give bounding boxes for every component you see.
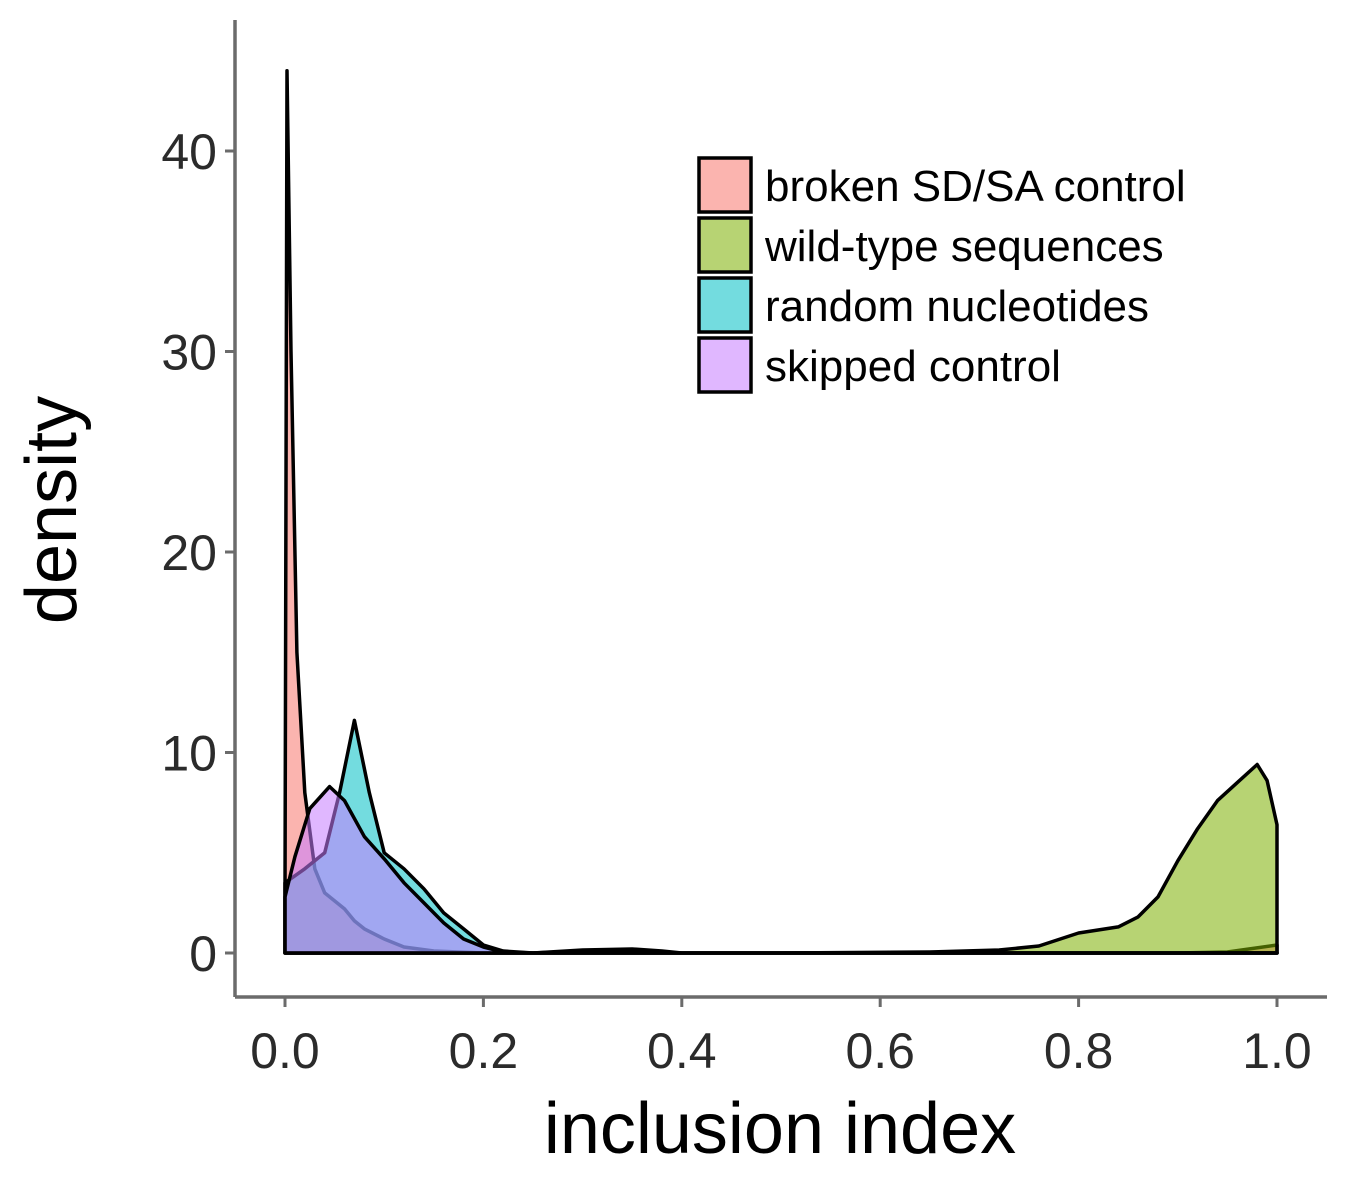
y-axis-title: density xyxy=(12,396,92,624)
legend: broken SD/SA control wild-type sequences r… xyxy=(697,156,1186,394)
legend-key-1 xyxy=(697,156,753,214)
legend-key-3 xyxy=(697,276,753,334)
density-area-2 xyxy=(283,762,1279,955)
axes xyxy=(233,20,1327,999)
x-tick-label: 0.8 xyxy=(1044,1023,1114,1079)
y-tick-label: 40 xyxy=(161,124,217,180)
legend-key-2 xyxy=(697,216,753,274)
x-tick-label: 1.0 xyxy=(1242,1023,1312,1079)
legend-label-4: skipped control xyxy=(765,342,1061,391)
y-ticks: 0 10 20 30 40 xyxy=(161,124,235,982)
x-axis-title: inclusion index xyxy=(544,1089,1016,1169)
y-tick-label: 0 xyxy=(189,926,217,982)
density-area-4 xyxy=(283,784,1279,955)
legend-label-2: wild-type sequences xyxy=(764,222,1164,271)
legend-label-1: broken SD/SA control xyxy=(765,162,1186,211)
x-ticks: 0.0 0.2 0.4 0.6 0.8 1.0 xyxy=(250,997,1312,1079)
density-areas xyxy=(283,69,1279,955)
y-tick-label: 10 xyxy=(161,726,217,782)
y-tick-label: 30 xyxy=(161,325,217,381)
x-tick-label: 0.6 xyxy=(845,1023,915,1079)
legend-key-4 xyxy=(697,336,753,394)
legend-label-3: random nucleotides xyxy=(765,282,1149,331)
x-tick-label: 0.0 xyxy=(250,1023,320,1079)
x-tick-label: 0.4 xyxy=(647,1023,717,1079)
x-tick-label: 0.2 xyxy=(449,1023,519,1079)
y-tick-label: 20 xyxy=(161,525,217,581)
